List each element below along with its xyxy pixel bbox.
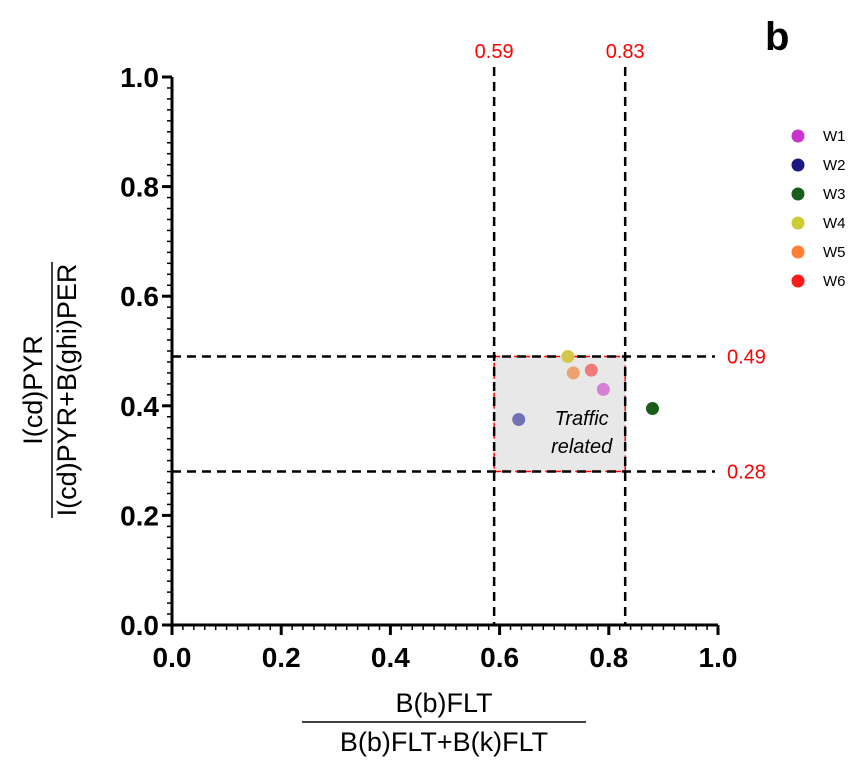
legend-marker-w6	[791, 274, 805, 288]
data-point-w2	[512, 413, 526, 426]
legend-label-w6: W6	[823, 273, 846, 290]
legend-label-w1: W1	[823, 128, 846, 145]
x-tick-label: 0.0	[153, 642, 192, 673]
legend-marker-w2	[791, 158, 805, 172]
data-point-w4	[561, 349, 575, 363]
data-point-w6	[584, 363, 598, 377]
x-tick-label: 1.0	[699, 642, 738, 673]
y-axis-title: I(cd)PYR I(cd)PYR+B(ghi)PER	[18, 262, 82, 518]
traffic-region-label-line: related	[551, 436, 613, 458]
data-point-w3	[645, 402, 659, 416]
reference-lines: 0.59 0.83 0.49 0.28	[172, 41, 766, 625]
panel-letter: b	[765, 15, 789, 59]
legend-label-w3: W3	[823, 186, 846, 203]
x-tick-label: 0.2	[262, 642, 301, 673]
y-tick-label: 0.2	[120, 500, 159, 531]
legend-label-w2: W2	[823, 157, 846, 174]
y-tick-label: 0.4	[120, 391, 159, 422]
y-axis-title-denominator: I(cd)PYR+B(ghi)PER	[52, 264, 82, 517]
legend-marker-w1	[791, 129, 805, 143]
y-axis-title-numerator: I(cd)PYR	[18, 335, 48, 445]
legend-label-w4: W4	[823, 215, 846, 232]
legend-marker-w5	[791, 245, 805, 259]
traffic-region: Traffic related	[493, 355, 626, 473]
y-tick-label: 0.6	[120, 281, 159, 312]
legend-label-w5: W5	[823, 244, 846, 261]
horizontal-reference-label: 0.49	[727, 346, 766, 368]
horizontal-reference-label: 0.28	[727, 462, 766, 484]
data-points	[512, 349, 659, 426]
legend-marker-w4	[791, 216, 805, 230]
legend-marker-w3	[791, 187, 805, 201]
y-tick-label: 0.0	[120, 610, 159, 641]
vertical-reference-label: 0.59	[475, 41, 514, 63]
x-tick-label: 0.6	[480, 642, 519, 673]
axes: 0.0 0.2 0.4 0.6 0.8 1.0 0.0 0.2 0.4 0.6 0.8 1.0	[120, 62, 737, 673]
x-tick-label: 0.8	[589, 642, 628, 673]
vertical-reference-label: 0.83	[606, 41, 645, 63]
y-tick-label: 1.0	[120, 62, 159, 93]
traffic-region-label-line: Traffic	[555, 408, 609, 430]
x-tick-label: 0.4	[371, 642, 410, 673]
y-tick-label: 0.8	[120, 172, 159, 203]
data-point-w1	[596, 382, 610, 396]
data-point-w5	[566, 366, 580, 380]
x-axis-title-numerator: B(b)FLT	[395, 688, 492, 718]
legend: W1 W2 W3 W4 W5 W6	[791, 128, 846, 290]
x-axis-title: B(b)FLT B(b)FLT+B(k)FLT	[302, 688, 586, 757]
x-axis-title-denominator: B(b)FLT+B(k)FLT	[340, 727, 548, 757]
